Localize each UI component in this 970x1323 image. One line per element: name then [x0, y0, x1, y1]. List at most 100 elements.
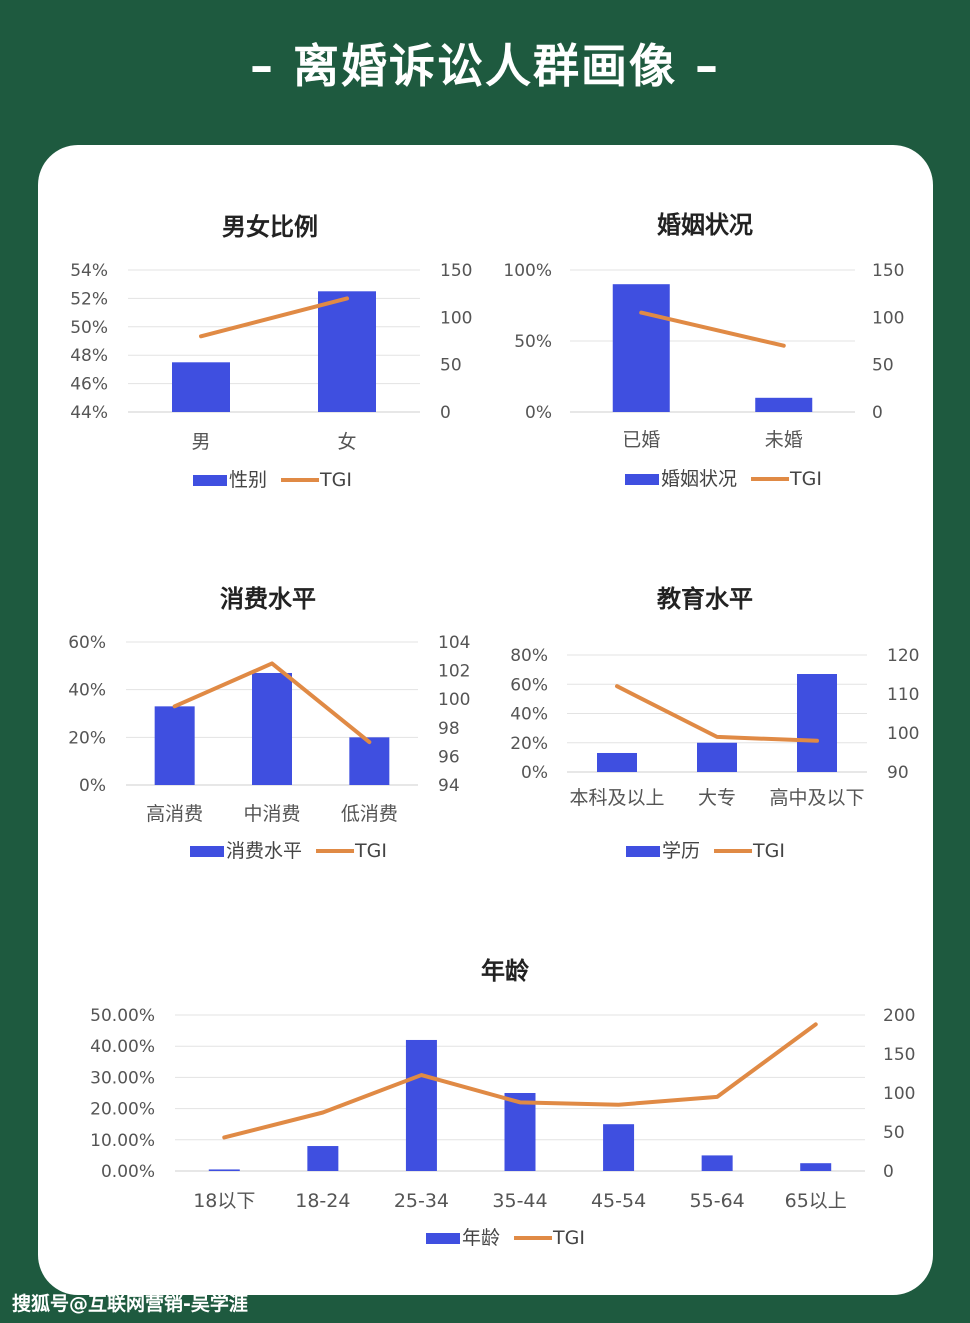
- y-right-tick-label: 102: [438, 662, 470, 682]
- y-left-tick-label: 80%: [510, 646, 548, 666]
- bar: [800, 1163, 832, 1171]
- y-left-tick-label: 30.00%: [90, 1068, 155, 1088]
- x-category-label: 已婚: [622, 429, 660, 451]
- bar: [172, 362, 230, 412]
- y-left-tick-label: 40.00%: [90, 1037, 155, 1057]
- bar: [603, 1124, 635, 1171]
- tgi-line: [615, 684, 819, 743]
- chart-5: 年龄 50.00% 40.00% 30.00% 20.00% 10.00% 0.00% 200…: [90, 957, 915, 1249]
- y-left-tick-label: 10.00%: [90, 1131, 155, 1151]
- bar: [405, 1039, 437, 1171]
- y-right-tick-label: 90: [887, 763, 909, 783]
- page-title: – 离婚诉讼人群画像 –: [249, 39, 721, 93]
- y-left-tick-label: 60%: [510, 675, 548, 695]
- legend-line-label: TGI: [552, 1227, 585, 1249]
- y-left-tick-label: 0%: [521, 763, 548, 783]
- x-category-label: 65以上: [785, 1190, 847, 1212]
- y-left-tick-label: 50%: [514, 332, 552, 352]
- bar: [797, 674, 837, 772]
- x-category-label: 大专: [698, 787, 736, 809]
- bar: [612, 284, 670, 412]
- x-category-label: 低消费: [341, 803, 398, 825]
- y-left-tick-label: 60%: [68, 633, 106, 653]
- tgi-line: [199, 296, 349, 339]
- y-left-tick-label: 50%: [70, 318, 108, 338]
- legend-bar-swatch: [625, 474, 659, 485]
- bar: [697, 742, 737, 772]
- y-left-tick-label: 20%: [68, 728, 106, 748]
- x-category-label: 中消费: [243, 803, 300, 825]
- bar: [597, 752, 637, 772]
- x-category-label: 男: [191, 431, 210, 453]
- y-left-tick-label: 0%: [525, 403, 552, 423]
- bar: [252, 672, 292, 785]
- legend-line-label: TGI: [752, 840, 785, 862]
- chart-4: 教育水平 80% 60% 40% 20% 0% 120 110 100 90 本科及以上 大专 高中及以…: [510, 585, 919, 862]
- chart-title: 年龄: [481, 957, 530, 985]
- bar: [318, 291, 376, 412]
- x-category-label: 高消费: [146, 803, 203, 825]
- y-right-tick-label: 150: [872, 261, 904, 281]
- legend-bar-label: 年龄: [462, 1227, 500, 1249]
- bar: [208, 1169, 240, 1171]
- legend-bar-label: 消费水平: [226, 840, 302, 862]
- y-left-tick-label: 20%: [510, 734, 548, 754]
- y-right-tick-label: 150: [883, 1045, 915, 1065]
- y-left-tick-label: 46%: [70, 375, 108, 395]
- x-category-label: 18-24: [295, 1190, 350, 1212]
- y-right-tick-label: 100: [438, 690, 470, 710]
- chart-title: 男女比例: [222, 213, 318, 241]
- y-right-tick-label: 200: [883, 1006, 915, 1026]
- x-category-label: 女: [337, 431, 356, 453]
- legend-line-label: TGI: [319, 469, 352, 491]
- tgi-line: [639, 310, 786, 348]
- y-left-tick-label: 50.00%: [90, 1006, 155, 1026]
- y-right-tick-label: 104: [438, 633, 470, 653]
- y-right-tick-label: 50: [440, 356, 462, 376]
- chart-title: 婚姻状况: [657, 211, 753, 239]
- x-category-label: 45-54: [591, 1190, 646, 1212]
- y-right-tick-label: 0: [440, 403, 451, 423]
- y-left-tick-label: 48%: [70, 346, 108, 366]
- y-left-tick-label: 54%: [70, 261, 108, 281]
- legend-bar-swatch: [626, 846, 660, 857]
- bar: [154, 706, 195, 785]
- tgi-line: [222, 1022, 818, 1140]
- y-left-tick-label: 40%: [510, 705, 548, 725]
- y-left-tick-label: 44%: [70, 403, 108, 423]
- y-right-tick-label: 0: [872, 403, 883, 423]
- legend-line-label: TGI: [354, 840, 387, 862]
- y-right-tick-label: 0: [883, 1162, 894, 1182]
- y-right-tick-label: 120: [887, 646, 919, 666]
- tgi-line: [172, 661, 372, 745]
- y-left-tick-label: 100%: [503, 261, 552, 281]
- bar: [701, 1155, 733, 1171]
- y-right-tick-label: 150: [440, 261, 472, 281]
- chart-1: 男女比例 54% 52% 50% 48% 46% 44% 150 100 50 0 男 女性别 TGI: [70, 213, 472, 491]
- bar: [307, 1146, 339, 1171]
- y-right-tick-label: 50: [883, 1123, 905, 1143]
- legend-bar-swatch: [193, 475, 227, 486]
- bar: [755, 397, 813, 412]
- legend-bar-label: 性别: [229, 469, 267, 491]
- x-category-label: 35-44: [492, 1190, 547, 1212]
- y-left-tick-label: 20.00%: [90, 1100, 155, 1120]
- y-left-tick-label: 0%: [79, 776, 106, 796]
- legend-bar-swatch: [426, 1233, 460, 1244]
- y-right-tick-label: 100: [883, 1084, 915, 1104]
- x-category-label: 25-34: [394, 1190, 449, 1212]
- y-left-tick-label: 40%: [68, 681, 106, 701]
- y-right-tick-label: 110: [887, 685, 919, 705]
- y-right-tick-label: 100: [887, 724, 919, 744]
- bar: [504, 1093, 536, 1171]
- bar: [349, 737, 390, 785]
- chart-title: 教育水平: [657, 585, 753, 613]
- legend-bar-label: 学历: [662, 840, 700, 862]
- y-right-tick-label: 96: [438, 747, 460, 767]
- x-category-label: 18以下: [193, 1190, 255, 1212]
- watermark: 搜狐号@互联网营销-吴学涯: [12, 1293, 248, 1315]
- legend-bar-label: 婚姻状况: [661, 468, 737, 490]
